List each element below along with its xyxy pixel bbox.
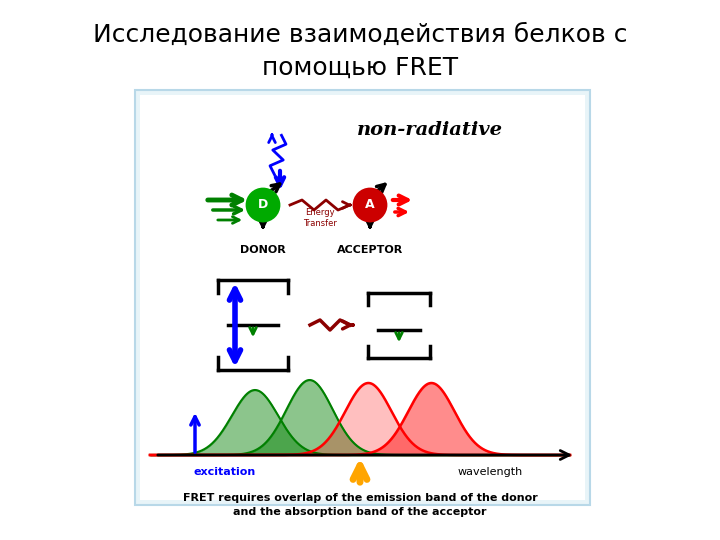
Text: non-radiative: non-radiative xyxy=(357,121,503,139)
Text: excitation: excitation xyxy=(194,467,256,477)
Circle shape xyxy=(247,189,279,221)
Circle shape xyxy=(354,189,386,221)
Text: Исследование взаимодействия белков с: Исследование взаимодействия белков с xyxy=(93,23,627,47)
Text: DONOR: DONOR xyxy=(240,245,286,255)
FancyBboxPatch shape xyxy=(135,90,590,505)
FancyBboxPatch shape xyxy=(140,95,585,500)
Text: ACCEPTOR: ACCEPTOR xyxy=(337,245,403,255)
Text: Energy
Transfer: Energy Transfer xyxy=(303,208,337,228)
Text: wavelength: wavelength xyxy=(457,467,523,477)
Text: and the absorption band of the acceptor: and the absorption band of the acceptor xyxy=(233,507,487,517)
Text: D: D xyxy=(258,199,268,212)
Text: помощью FRET: помощью FRET xyxy=(262,56,458,80)
Text: FRET requires overlap of the emission band of the donor: FRET requires overlap of the emission ba… xyxy=(183,493,537,503)
Text: A: A xyxy=(365,199,375,212)
